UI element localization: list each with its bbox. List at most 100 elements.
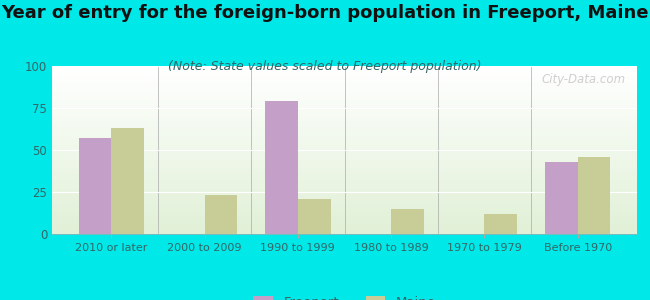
Bar (578, 157, 610, 234)
Bar (52, 233, 637, 234)
Bar (52, 153, 637, 154)
Bar (52, 150, 637, 151)
Bar (52, 115, 637, 116)
Bar (52, 193, 637, 194)
Bar (52, 176, 637, 177)
Bar (52, 203, 637, 204)
Bar (52, 107, 637, 108)
Text: (Note: State values scaled to Freeport population): (Note: State values scaled to Freeport p… (168, 60, 482, 73)
Bar (52, 178, 637, 179)
Bar (52, 159, 637, 160)
Bar (52, 73, 637, 74)
Bar (52, 136, 637, 137)
Bar (52, 215, 637, 216)
Bar (52, 164, 637, 165)
Bar (52, 93, 637, 94)
Bar (52, 200, 637, 201)
Bar (52, 223, 637, 224)
Bar (52, 201, 637, 202)
Bar (52, 89, 637, 90)
Bar (52, 160, 637, 161)
Bar (52, 229, 637, 230)
Bar (52, 118, 637, 119)
Bar (52, 125, 637, 126)
Bar (52, 78, 637, 79)
Bar (52, 168, 637, 169)
Bar (52, 132, 637, 133)
Bar (52, 208, 637, 209)
Bar (52, 202, 637, 203)
Bar (52, 226, 637, 227)
Bar (52, 141, 637, 142)
Bar (52, 211, 637, 212)
Bar (52, 69, 637, 70)
Bar (52, 82, 637, 83)
Bar (52, 88, 637, 89)
Bar (52, 230, 637, 231)
Bar (52, 206, 637, 207)
Bar (52, 158, 637, 159)
Bar (52, 123, 637, 124)
Bar (52, 184, 637, 185)
Bar (52, 185, 637, 186)
Bar (52, 124, 637, 125)
Bar (52, 137, 637, 138)
Bar (52, 177, 637, 178)
Bar (52, 135, 637, 136)
Bar (52, 145, 637, 146)
Bar (52, 131, 637, 132)
Bar (52, 161, 637, 162)
Bar (52, 228, 637, 229)
Bar (52, 219, 637, 220)
Bar (52, 140, 637, 141)
Bar (52, 204, 637, 205)
Bar (52, 70, 637, 71)
Bar (52, 68, 637, 69)
Bar (298, 199, 330, 234)
Text: City-Data.com: City-Data.com (541, 73, 625, 86)
Bar (52, 187, 637, 188)
Bar (52, 163, 637, 164)
Bar (52, 166, 637, 167)
Bar (52, 212, 637, 213)
Bar (52, 94, 637, 95)
Bar (52, 165, 637, 166)
Bar (52, 232, 637, 233)
Bar (52, 97, 637, 98)
Bar (52, 151, 637, 152)
Bar (52, 117, 637, 118)
Bar (52, 217, 637, 218)
Bar (52, 214, 637, 215)
Bar (52, 66, 637, 67)
Bar (52, 71, 637, 72)
Bar (52, 76, 637, 77)
Bar (52, 116, 637, 117)
Bar (52, 162, 637, 163)
Bar (52, 222, 637, 223)
Bar (52, 173, 637, 174)
Bar (52, 198, 637, 199)
Bar (52, 128, 637, 129)
Bar (52, 129, 637, 130)
Bar (52, 99, 637, 100)
Bar (52, 210, 637, 211)
Bar (52, 199, 637, 200)
Bar (52, 112, 637, 113)
Bar (52, 218, 637, 219)
Bar (52, 192, 637, 193)
Bar (52, 205, 637, 206)
Bar (52, 75, 637, 76)
Bar (52, 181, 637, 182)
Bar (52, 85, 637, 86)
Bar (52, 119, 637, 120)
Bar (52, 130, 637, 131)
Bar (52, 144, 637, 145)
Bar (52, 121, 637, 122)
Bar (52, 110, 637, 111)
Bar (52, 139, 637, 140)
Bar (52, 149, 637, 150)
Bar (52, 79, 637, 80)
Bar (52, 209, 637, 210)
Bar (52, 122, 637, 123)
Bar (52, 87, 637, 88)
